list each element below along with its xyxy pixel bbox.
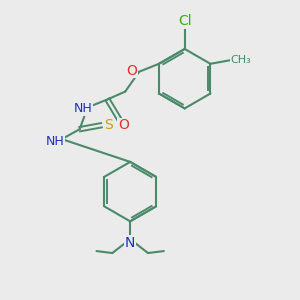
Text: CH₃: CH₃ (231, 55, 251, 65)
Text: O: O (118, 118, 129, 132)
Text: N: N (125, 236, 135, 250)
Text: S: S (104, 118, 113, 132)
Text: NH: NH (46, 135, 64, 148)
Text: Cl: Cl (178, 14, 191, 28)
Text: NH: NH (73, 102, 92, 115)
Text: O: O (127, 64, 138, 78)
